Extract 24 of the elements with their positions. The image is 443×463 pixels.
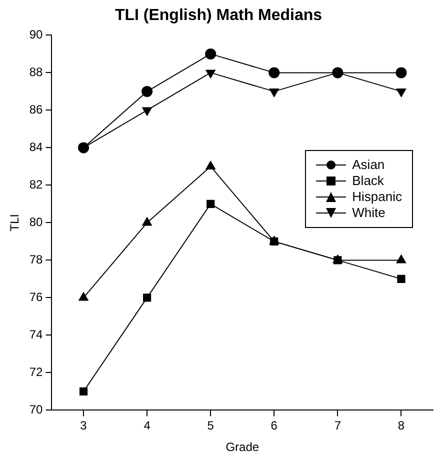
- legend-label: Black: [352, 173, 384, 189]
- y-axis-title: TLI: [8, 214, 22, 232]
- y-tick-label: 90: [29, 28, 44, 42]
- y-tick-label: 82: [29, 178, 44, 192]
- y-tick-label: 70: [29, 402, 44, 417]
- y-tick-label: 80: [29, 215, 44, 230]
- x-tick-label: 5: [207, 418, 214, 433]
- y-tick-label: 88: [29, 65, 44, 80]
- x-tick-label: 8: [398, 418, 405, 433]
- legend-label: Hispanic: [352, 189, 402, 205]
- y-tick-label: 78: [29, 252, 44, 267]
- y-tick-label: 86: [29, 102, 44, 117]
- legend-label: White: [352, 205, 386, 221]
- y-tick-label: 84: [29, 140, 44, 154]
- x-tick-label: 7: [334, 418, 342, 433]
- y-tick-label: 72: [29, 365, 44, 380]
- y-tick-label: 74: [29, 328, 44, 342]
- x-tick-label: 6: [270, 418, 278, 433]
- x-axis-title: Grade: [226, 440, 260, 454]
- legend-label: Asian: [352, 157, 385, 173]
- chart-title: TLI (English) Math Medians: [114, 7, 322, 24]
- x-tick-label: 3: [80, 418, 88, 433]
- x-tick-label: 4: [144, 418, 151, 433]
- y-tick-label: 76: [29, 290, 44, 304]
